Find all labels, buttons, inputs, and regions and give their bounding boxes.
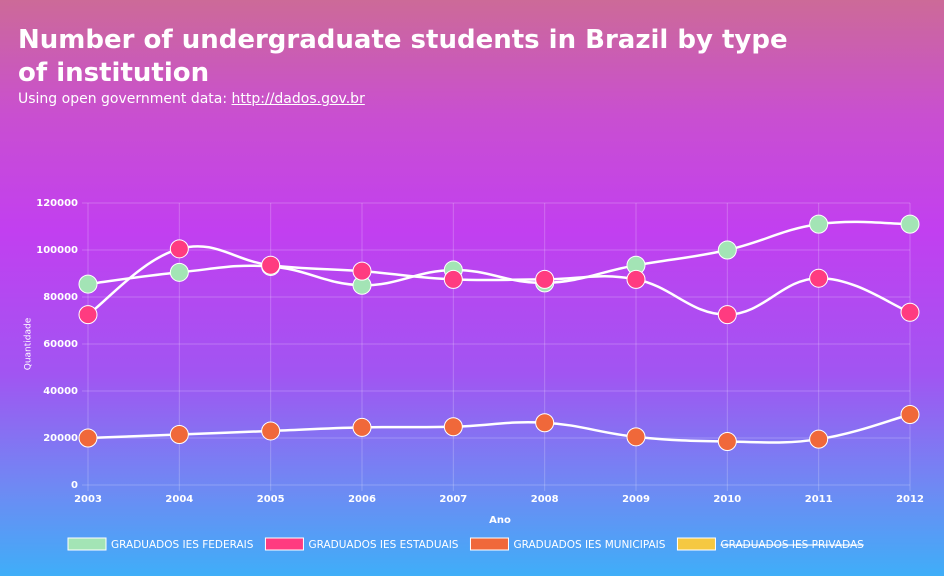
y-tick-label: 20000 [43, 433, 78, 444]
y-tick-label: 40000 [43, 386, 78, 397]
data-point [900, 214, 920, 234]
legend-swatch [67, 537, 107, 551]
x-tick-label: 2012 [896, 494, 924, 505]
x-tick-label: 2007 [439, 494, 467, 505]
legend-label: GRADUADOS IES PRIVADAS [720, 539, 864, 551]
data-point [78, 305, 98, 325]
data-point [535, 269, 555, 289]
x-tick-label: 2009 [622, 494, 650, 505]
x-axis-label: Ano [489, 515, 511, 526]
legend-swatch [264, 537, 304, 551]
y-axis-label: Quantidade [24, 317, 34, 370]
x-tick-label: 2011 [805, 494, 833, 505]
title: Number of undergraduate students in Braz… [18, 25, 788, 88]
y-tick-label: 60000 [43, 339, 78, 350]
legend-label: GRADUADOS IES MUNICIPAIS [513, 539, 665, 551]
x-tick-label: 2010 [713, 494, 741, 505]
data-point [261, 255, 281, 275]
x-tick-label: 2003 [74, 494, 102, 505]
legend-swatch [469, 537, 509, 551]
data-point [169, 239, 189, 259]
x-tick-label: 2008 [531, 494, 559, 505]
subtitle: Using open government data: http://dados… [18, 91, 818, 107]
y-tick-label: 100000 [36, 245, 78, 256]
x-tick-label: 2005 [257, 494, 285, 505]
series-line [87, 413, 911, 444]
data-point [352, 261, 372, 281]
data-point [535, 413, 555, 433]
x-tick-label: 2004 [165, 494, 193, 505]
data-point [809, 429, 829, 449]
y-tick-label: 120000 [36, 198, 78, 209]
legend-swatch [676, 537, 716, 551]
data-point [900, 302, 920, 322]
data-point [809, 214, 829, 234]
data-point [717, 432, 737, 452]
data-point [169, 262, 189, 282]
subtitle-text: Using open government data: [18, 91, 228, 107]
series-line [87, 245, 911, 316]
legend-label: GRADUADOS IES FEDERAIS [111, 539, 254, 551]
link[interactable]: http://dados.gov.br [231, 91, 365, 107]
data-point [352, 417, 372, 437]
header: Number of undergraduate students in Braz… [18, 24, 818, 107]
data-point [626, 427, 646, 447]
data-point [809, 268, 829, 288]
data-point [717, 305, 737, 325]
data-point [626, 269, 646, 289]
y-tick-label: 80000 [43, 292, 78, 303]
data-point [169, 424, 189, 444]
data-point [78, 274, 98, 294]
x-tick-label: 2006 [348, 494, 376, 505]
data-point [717, 240, 737, 260]
data-point [443, 417, 463, 437]
series-line [87, 220, 911, 287]
data-point [261, 421, 281, 441]
data-point [443, 269, 463, 289]
data-point [78, 428, 98, 448]
data-point [900, 405, 920, 424]
y-tick-label: 0 [71, 480, 78, 491]
legend-label: GRADUADOS IES ESTADUAIS [308, 539, 458, 551]
